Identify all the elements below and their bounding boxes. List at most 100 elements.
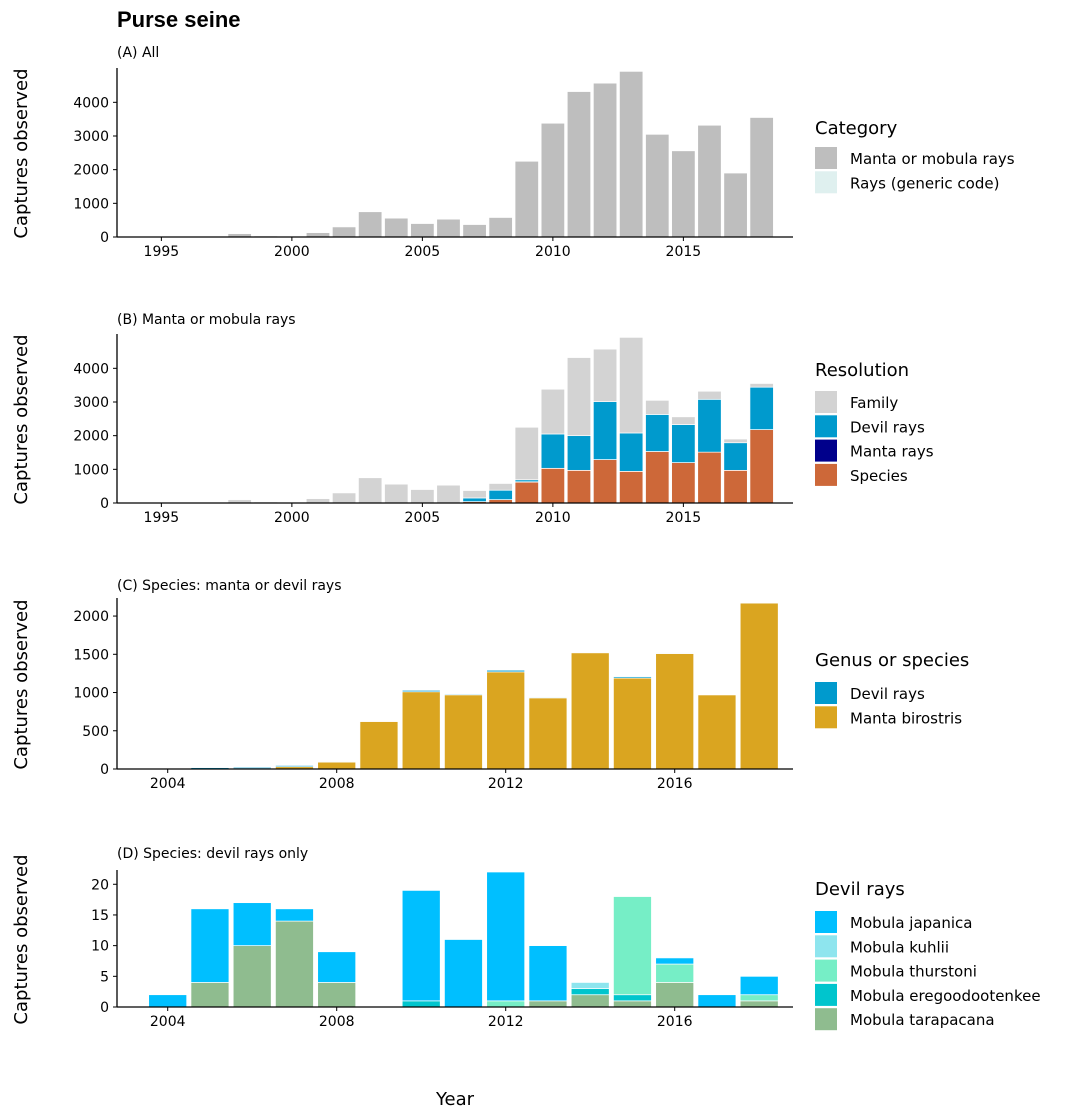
bar-species-2018 [749,429,774,504]
legend-label: Rays (generic code) [850,174,999,192]
bar-devil-rays-2016 [697,398,722,453]
x-tick-label: 2010 [535,510,571,526]
y-tick-label: 15 [91,908,109,924]
bar-manta-birostris-2015 [613,677,652,770]
x-tick-label: 1995 [144,510,180,526]
bar-layer [149,337,774,504]
bar-devil-rays-2010 [401,689,441,693]
bar-manta-or-mobula-rays-2012 [592,82,618,238]
legend-label: Mobula japanica [850,914,972,932]
legend-label: Mobula tarapacana [850,1011,995,1029]
bar-manta-or-mobula-rays-2006 [436,218,461,238]
legend: Category Manta or mobula rays Rays (generi… [815,118,1015,194]
x-tick-label: 2015 [666,244,702,260]
legend-swatch [815,415,837,438]
bar-mobula-japanica-2007 [275,908,314,922]
bar-mobula-japanica-2011 [444,939,483,1008]
bar-mobula-eregoodootenkee-2014 [570,988,610,996]
bar-family-2001 [305,498,331,504]
bar-manta-or-mobula-rays-2014 [645,133,670,238]
bar-manta-birostris-2011 [444,694,483,770]
bar-manta-or-mobula-rays-2002 [331,226,357,238]
legend-label: Mobula eregoodootenkee [850,987,1041,1005]
bar-mobula-japanica-2017 [697,994,737,1008]
y-axis-title: Captures observed [11,599,32,769]
bar-mobula-japanica-2006 [232,902,272,946]
x-tick-label: 2012 [488,1014,524,1030]
bar-species-2017 [723,469,748,504]
legend-label: Mobula kuhlii [850,938,949,956]
y-tick-label: 2000 [73,429,109,445]
figure-title: Purse seine [117,7,241,32]
legend-label: Manta or mobula rays [850,150,1015,168]
bar-mobula-japanica-2005 [190,908,230,983]
x-tick-label: 1995 [144,244,180,260]
bar-manta-birostris-2016 [655,653,695,770]
bar-devil-rays-2017 [723,442,748,471]
bar-species-2009 [514,481,539,504]
legend-swatch [815,439,837,462]
bar-mobula-tarapacana-2015 [613,1000,652,1008]
bar-species-2015 [671,462,696,504]
x-tick-label: 2008 [319,1014,355,1030]
bar-manta-birostris-2017 [697,694,737,770]
panel-subtitle: (D) Species: devil rays only [117,846,308,862]
x-tick-label: 2012 [488,776,524,792]
bar-mobula-japanica-2018 [739,975,779,996]
legend-label: Mobula thurstoni [850,963,977,981]
bar-family-2006 [436,484,461,504]
bar-mobula-japanica-2016 [655,957,695,965]
panel-subtitle: (A) All [117,45,159,61]
bar-manta-or-mobula-rays-2004 [384,217,409,238]
bar-devil-rays-2008 [317,761,357,763]
bar-layer [149,70,774,238]
legend-label: Devil rays [850,418,925,436]
legend: Genus or species Devil rays Manta birostri… [815,650,969,729]
bar-devil-rays-2011 [566,435,592,471]
legend-swatch [815,706,837,729]
y-tick-label: 0 [100,496,109,512]
bar-manta-or-mobula-rays-2018 [749,117,774,238]
legend-swatch [815,1008,837,1031]
bar-mobula-thurstoni-2015 [613,896,652,996]
x-axis-title: Year [435,1089,475,1110]
legend-label: Species [850,467,908,485]
bar-manta-or-mobula-rays-2016 [697,124,722,238]
legend: Resolution Family Devil rays Manta rays Spec… [815,360,934,486]
bar-mobula-tarapacana-2005 [190,982,230,1008]
bar-family-2014 [645,399,670,415]
bar-mobula-thurstoni-2012 [486,1000,526,1008]
bar-manta-birostris-2018 [739,602,779,770]
bar-devil-rays-2012 [486,669,526,673]
bar-species-2011 [566,469,592,504]
bar-mobula-tarapacana-2018 [739,1000,779,1008]
bar-family-2003 [358,477,383,504]
y-tick-label: 4000 [73,361,109,377]
bar-manta-birostris-2013 [528,697,568,770]
bar-family-2015 [671,416,696,425]
legend-swatch [815,959,837,982]
legend-swatch [815,391,837,413]
bar-devil-rays-2008 [488,489,513,500]
legend-swatch [815,983,837,1006]
bar-species-2014 [645,451,670,504]
bar-mobula-japanica-2012 [486,871,526,1002]
bar-devil-rays-2007 [275,765,314,768]
legend-title: Devil rays [815,879,905,900]
legend-title: Resolution [815,360,909,381]
bar-family-2017 [723,438,748,444]
legend-swatch [815,463,837,486]
bar-species-2010 [540,467,565,504]
bar-manta-birostris-2012 [486,671,526,770]
bar-family-2010 [540,388,565,435]
bar-mobula-kuhlii-2014 [570,982,610,989]
y-axis-title: Captures observed [11,68,32,238]
bar-family-2016 [697,390,722,400]
y-tick-label: 500 [82,724,109,740]
bar-manta-or-mobula-rays-2017 [723,172,748,238]
y-tick-label: 1500 [73,647,109,663]
bar-family-2005 [410,489,435,504]
bar-family-2018 [749,383,774,388]
bar-devil-rays-2010 [540,433,565,469]
